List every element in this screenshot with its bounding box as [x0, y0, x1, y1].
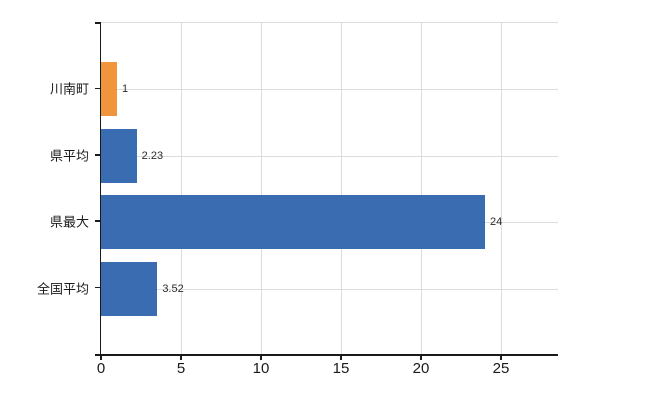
x-tick-mark — [340, 354, 342, 360]
y-tick-mark — [95, 154, 101, 156]
x-tick-label: 0 — [96, 360, 106, 377]
x-tick-label: 20 — [412, 360, 430, 377]
plot-area: 1 2.23 24 3.52 — [101, 22, 558, 355]
category-label: 全国平均 — [36, 281, 89, 297]
x-tick-mark — [420, 354, 422, 360]
y-tick-mark — [95, 220, 101, 222]
gridline-vertical — [181, 23, 182, 355]
x-axis-line — [95, 354, 558, 356]
gridline-horizontal — [101, 89, 558, 91]
bar — [101, 62, 117, 117]
y-tick-mark — [95, 286, 101, 289]
gridline-vertical — [261, 23, 262, 355]
y-tick-mark — [95, 87, 101, 90]
category-label: 県最大 — [49, 214, 89, 230]
x-tick-mark — [180, 354, 182, 360]
gridline-vertical — [341, 23, 342, 355]
y-axis-line — [99, 22, 101, 354]
gridline-vertical — [421, 23, 422, 355]
x-tick-label: 25 — [492, 360, 510, 377]
bar-value-label: 24 — [490, 216, 503, 229]
x-tick-label: 10 — [252, 360, 270, 377]
bar-value-label: 3.52 — [162, 282, 184, 295]
bar — [101, 128, 137, 183]
x-tick-label: 5 — [176, 360, 186, 377]
bar — [101, 261, 158, 316]
bar-value-label: 2.23 — [141, 149, 164, 162]
category-label: 県平均 — [49, 148, 89, 164]
y-axis-top-tick — [95, 22, 101, 24]
gridline-horizontal — [101, 155, 558, 157]
gridline-vertical — [501, 23, 502, 355]
x-tick-mark — [260, 354, 262, 360]
gridline-horizontal — [101, 288, 558, 290]
category-label: 川南町 — [49, 81, 89, 97]
bar-value-label: 1 — [122, 83, 129, 96]
bar — [101, 195, 485, 250]
x-tick-mark — [100, 354, 102, 360]
x-tick-label: 15 — [332, 360, 350, 377]
x-tick-mark — [500, 354, 502, 360]
